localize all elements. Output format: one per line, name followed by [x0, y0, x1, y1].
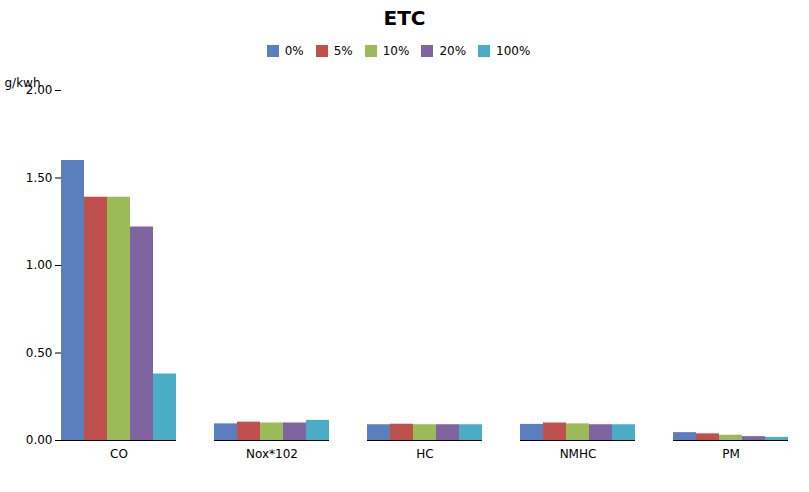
svg-text:CO: CO [110, 447, 128, 461]
svg-text:PM: PM [722, 447, 740, 461]
html-text:10%: 10% [382, 43, 410, 58]
svg-text:2.00: 2.00 [25, 83, 53, 98]
html-text:20%: 20% [439, 43, 467, 58]
svg-text:NMHC: NMHC [560, 447, 597, 461]
svg-text:g/kwh: g/kwh [5, 76, 41, 90]
svg-text:HC: HC [416, 447, 433, 461]
html-text:5%: 5% [333, 43, 353, 58]
html-text:0%: 0% [284, 43, 304, 58]
svg-text:0.00: 0.00 [26, 433, 53, 447]
svg-text:1.00: 1.00 [26, 258, 53, 272]
html-text:ETC: ETC [383, 6, 426, 30]
svg-text:Nox*102: Nox*102 [246, 447, 298, 461]
svg-text:0.50: 0.50 [26, 346, 53, 360]
svg-text:1.50: 1.50 [26, 171, 53, 185]
html-text:100%: 100% [496, 43, 531, 58]
